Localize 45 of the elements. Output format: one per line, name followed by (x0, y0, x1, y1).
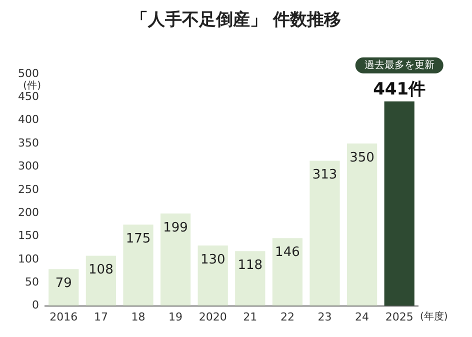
x-tick-label: 17 (94, 310, 108, 324)
bar (346, 144, 378, 306)
y-tick-label: 100 (18, 252, 39, 266)
data-label: 146 (275, 244, 300, 260)
bar (123, 224, 154, 306)
x-tick-label: 21 (243, 310, 258, 324)
y-tick-label: 300 (18, 160, 39, 173)
x-tick-label: 24 (355, 310, 370, 324)
y-tick-label: 500 (18, 66, 39, 80)
y-tick-label: 150 (18, 229, 39, 242)
bar (198, 246, 228, 306)
bar (310, 160, 340, 306)
y-tick-label: 50 (24, 275, 39, 288)
y-tick-label: 400 (18, 113, 39, 126)
x-tick-label: 22 (280, 310, 294, 324)
data-label: 118 (238, 258, 263, 273)
y-tick-label: 450 (18, 90, 39, 104)
data-label: 199 (163, 220, 188, 236)
y-tick-label: 350 (18, 136, 39, 150)
bar (384, 101, 414, 306)
data-label: 175 (126, 232, 151, 247)
bar (160, 214, 191, 306)
x-tick-label: 23 (318, 310, 332, 324)
x-tick-label: 2016 (50, 310, 78, 324)
x-axis-title: (年度) (420, 310, 448, 322)
data-label: 130 (200, 252, 226, 268)
x-tick-label: 2025 (385, 310, 414, 324)
x-tick-label: 2020 (198, 310, 227, 324)
x-tick-label: 18 (131, 310, 146, 324)
y-axis-title: (件) (23, 80, 42, 92)
data-label: 108 (88, 262, 114, 278)
data-label: 350 (350, 150, 374, 166)
bar (48, 269, 79, 306)
data-label: 441件 (373, 79, 426, 100)
data-label: 313 (312, 168, 338, 183)
annotation: 過去最多を更新 (364, 58, 434, 71)
data-label: 79 (55, 276, 72, 292)
bar (235, 251, 266, 306)
bar (86, 256, 116, 306)
bar (272, 238, 303, 306)
x-tick-label: 19 (168, 310, 183, 324)
chart-title: 「人手不足倒産」 件数推移 (130, 9, 342, 32)
y-tick-label: 0 (32, 298, 39, 312)
y-tick-label: 250 (18, 182, 39, 196)
y-tick-label: 200 (18, 206, 39, 219)
